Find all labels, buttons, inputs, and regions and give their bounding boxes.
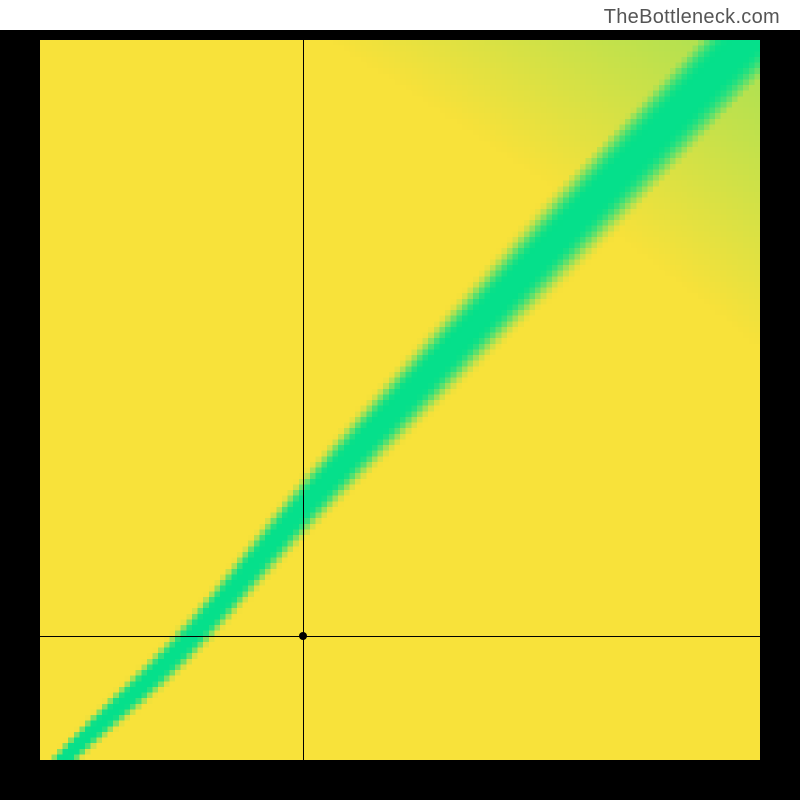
plot-outer-frame — [0, 30, 800, 800]
crosshair-vertical — [303, 40, 304, 760]
chart-container: TheBottleneck.com — [0, 0, 800, 800]
watermark-text: TheBottleneck.com — [604, 6, 780, 29]
plot-area — [40, 40, 760, 760]
heatmap-canvas — [40, 40, 760, 760]
crosshair-horizontal — [40, 636, 760, 637]
crosshair-marker — [299, 632, 307, 640]
